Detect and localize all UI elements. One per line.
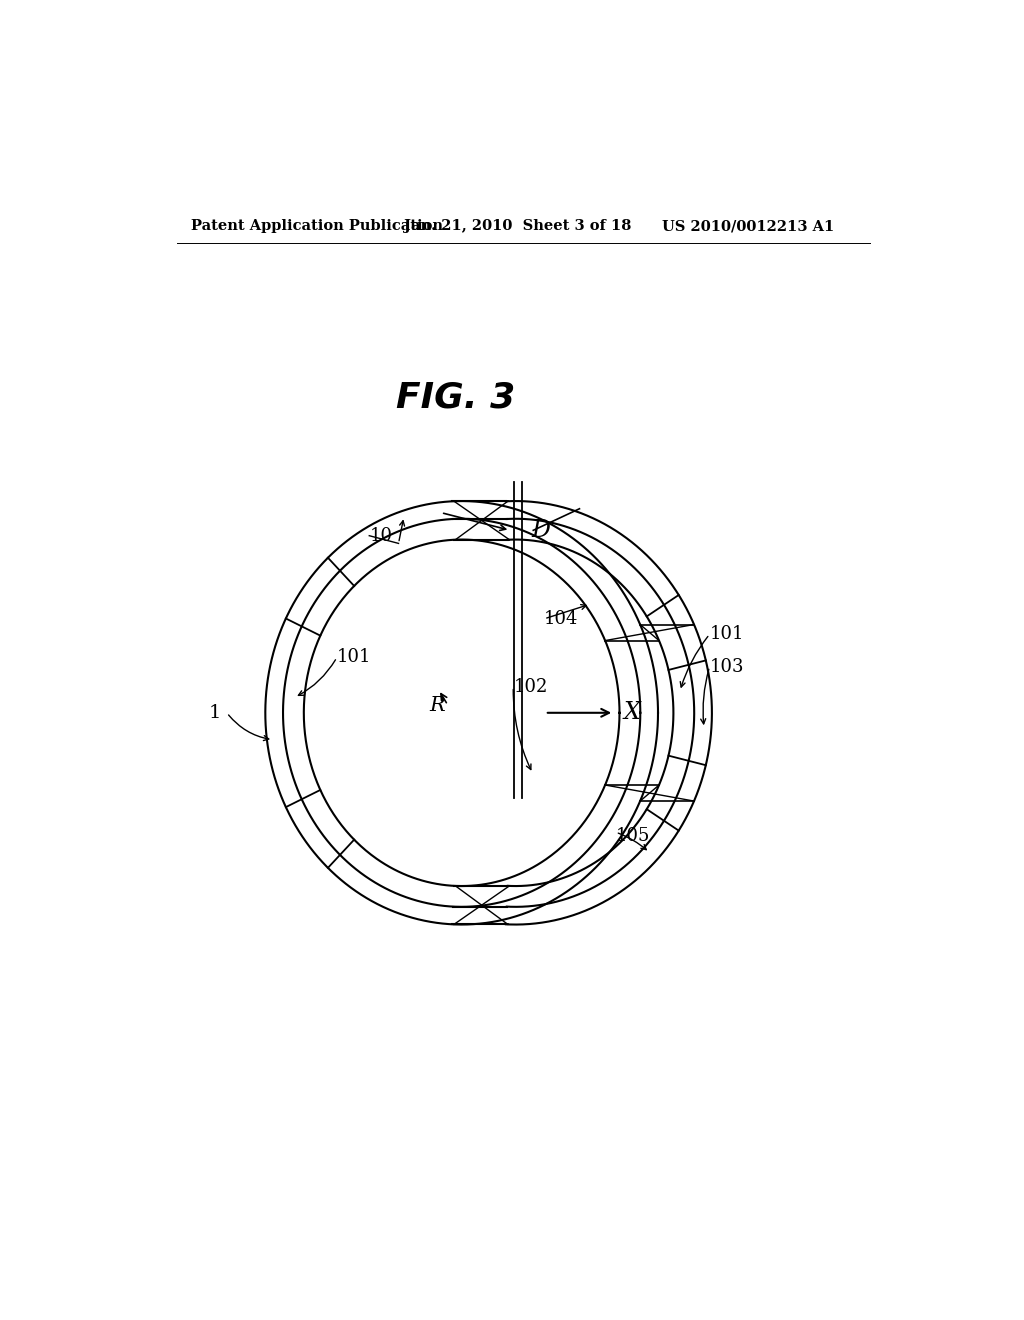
Text: 104: 104	[544, 610, 579, 628]
Text: R: R	[429, 696, 444, 714]
Text: D: D	[531, 519, 550, 541]
Text: 101: 101	[710, 626, 744, 643]
Text: Jan. 21, 2010  Sheet 3 of 18: Jan. 21, 2010 Sheet 3 of 18	[403, 219, 631, 234]
Text: Patent Application Publication: Patent Application Publication	[190, 219, 442, 234]
Text: 1: 1	[209, 704, 221, 722]
Text: 102: 102	[513, 677, 548, 696]
Text: 103: 103	[710, 657, 744, 676]
Text: 105: 105	[615, 828, 650, 845]
Text: US 2010/0012213 A1: US 2010/0012213 A1	[662, 219, 835, 234]
Text: 101: 101	[337, 648, 372, 667]
Text: X: X	[624, 701, 640, 725]
Text: 10: 10	[370, 527, 392, 545]
Text: FIG. 3: FIG. 3	[396, 380, 515, 414]
